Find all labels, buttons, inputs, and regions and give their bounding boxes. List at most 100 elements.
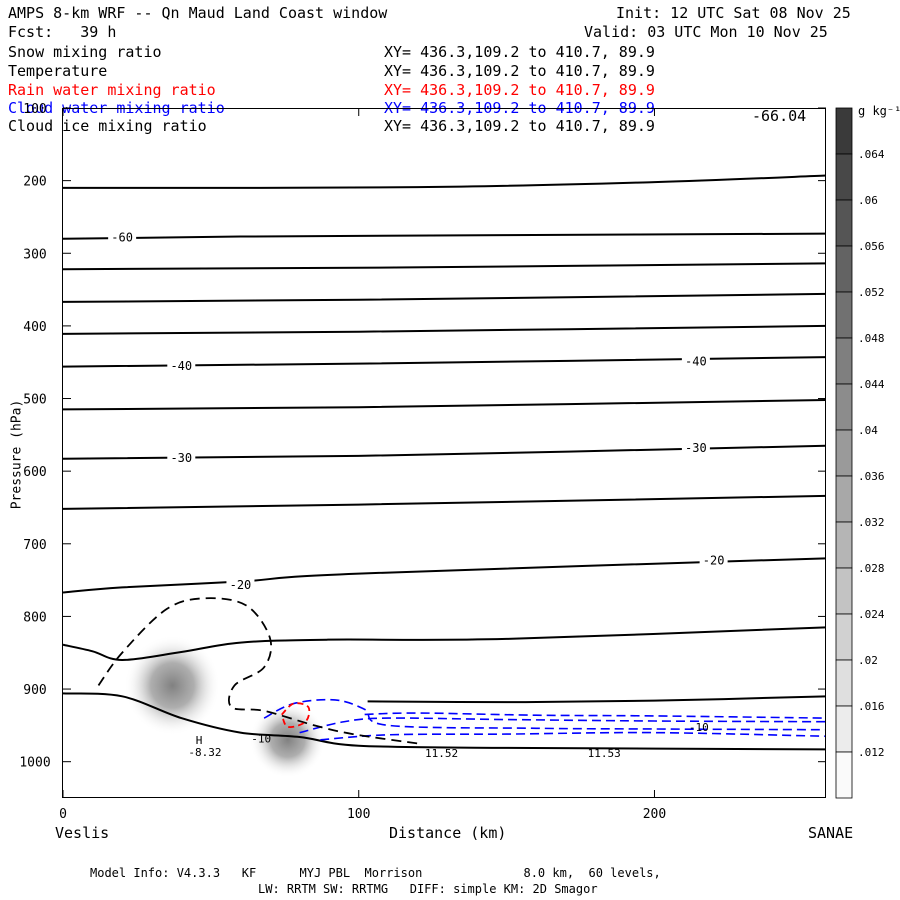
field-xy-cloud-ice: XY= 436.3,109.2 to 410.7, 89.9 (384, 117, 655, 135)
isotherm-line (62, 557, 826, 594)
field-name-temperature: Temperature (8, 62, 108, 80)
y-tick-label: 300 (23, 247, 46, 262)
snow-shading-region (249, 701, 326, 778)
field-xy-rain: XY= 436.3,109.2 to 410.7, 89.9 (384, 81, 655, 99)
x-tick-label: 200 (643, 807, 666, 822)
colorbar-level-label: .028 (858, 562, 885, 575)
isotherm-label: -60 (111, 230, 133, 244)
isotherm-line (62, 324, 826, 335)
y-tick-label: 500 (23, 393, 46, 408)
isotherm-line (62, 494, 826, 510)
colorbar-box (835, 751, 853, 799)
y-tick-label: 100 (23, 102, 46, 117)
colorbar-level-label: .052 (858, 286, 885, 299)
y-tick-label: 1000 (19, 756, 50, 771)
isotherm-label-bg (681, 353, 710, 368)
x-left-endpoint: Veslis (55, 824, 110, 842)
contour-annotation: 11.53 (588, 747, 621, 760)
contour-annotation: -8.32 (188, 746, 221, 759)
colorbar-box (835, 429, 853, 477)
isotherm-label-bg (699, 552, 728, 567)
isotherm-line (62, 262, 826, 271)
isotherm-line (62, 292, 826, 303)
colorbar-box (835, 705, 853, 753)
contour-annotation: -10 (689, 721, 709, 734)
cloud-water-contour (263, 698, 826, 731)
isotherm-label: -40 (685, 354, 707, 368)
isotherm-label-bg (108, 229, 137, 244)
isotherm-line (62, 626, 826, 662)
colorbar-box (835, 521, 853, 569)
isotherm-label-bg (167, 357, 196, 372)
field-xy-temperature: XY= 436.3,109.2 to 410.7, 89.9 (384, 62, 655, 80)
plot-frame (62, 108, 826, 798)
x-tick-label: 100 (347, 807, 370, 822)
isotherm-line (62, 174, 826, 189)
colorbar-level-label: .048 (858, 332, 885, 345)
forecast-hour: Fcst: 39 h (8, 23, 117, 41)
colorbar-level-label: .06 (858, 194, 878, 207)
isotherm-line (62, 232, 826, 240)
colorbar-box (835, 291, 853, 339)
colorbar-level-label: .02 (858, 654, 878, 667)
y-tick-label: 900 (23, 683, 46, 698)
colorbar-level-label: .024 (858, 608, 885, 621)
y-tick-label: 400 (23, 320, 46, 335)
colorbar-box (835, 199, 853, 247)
isotherm-label: -30 (170, 451, 192, 465)
contour-annotation: H (196, 734, 203, 747)
isotherm-label-bg (167, 450, 196, 465)
colorbar-level-label: .036 (858, 470, 885, 483)
cloud-ice-contour (97, 597, 419, 745)
colorbar-box (835, 659, 853, 707)
isotherm-line (62, 692, 826, 751)
colorbar-box (835, 475, 853, 523)
colorbar-box (835, 383, 853, 431)
colorbar-box (835, 567, 853, 615)
colorbar-box (835, 107, 853, 155)
colorbar-box (835, 337, 853, 385)
isotherm-line (62, 444, 826, 460)
field-name-rain: Rain water mixing ratio (8, 81, 216, 99)
colorbar-level-label: .012 (858, 746, 885, 759)
field-name-snow: Snow mixing ratio (8, 43, 162, 61)
init-time: Init: 12 UTC Sat 08 Nov 25 (616, 4, 851, 22)
isotherm-line (62, 356, 826, 368)
colorbar-level-label: .04 (858, 424, 878, 437)
isotherm-line (62, 398, 826, 411)
isotherm-line (367, 695, 826, 704)
y-tick-label: 600 (23, 465, 46, 480)
cloud-water-contour (364, 712, 826, 719)
colorbar-box (835, 245, 853, 293)
isotherm-label-bg (226, 577, 255, 592)
colorbar-level-label: .032 (858, 516, 885, 529)
model-info-line1: Model Info: V4.3.3 KF MYJ PBL Morrison 8… (90, 866, 661, 880)
colorbar-unit: g kg⁻¹ (858, 104, 900, 118)
field-name-cloud-ice: Cloud ice mixing ratio (8, 117, 207, 135)
field-xy-snow: XY= 436.3,109.2 to 410.7, 89.9 (384, 43, 655, 61)
x-right-endpoint: SANAE (808, 824, 854, 842)
y-tick-label: 700 (23, 538, 46, 553)
colorbar-level-label: .056 (858, 240, 885, 253)
rain-contour (280, 702, 311, 728)
isotherm-label-bg (681, 439, 710, 454)
colorbar-level-label: .044 (858, 378, 885, 391)
corner-value: -66.04 (752, 107, 807, 125)
colorbar-box (835, 153, 853, 201)
colorbar-level-label: .016 (858, 700, 885, 713)
y-tick-label: 200 (23, 175, 46, 190)
x-axis-label: Distance (km) (389, 824, 507, 842)
isotherm-label: -40 (170, 359, 192, 373)
valid-time: Valid: 03 UTC Mon 10 Nov 25 (584, 23, 828, 41)
model-info-line2: LW: RRTM SW: RRTMG DIFF: simple KM: 2D S… (258, 882, 598, 896)
isotherm-label: -20 (703, 553, 725, 567)
chart-title: AMPS 8-km WRF -- Qn Maud Land Coast wind… (8, 4, 388, 22)
cloud-water-contour (299, 717, 826, 734)
contour-annotation: 11.52 (425, 747, 458, 760)
x-tick-label: 0 (59, 807, 67, 822)
cloud-water-contour (320, 731, 826, 741)
y-tick-label: 800 (23, 610, 46, 625)
isotherm-label: -30 (685, 441, 707, 455)
